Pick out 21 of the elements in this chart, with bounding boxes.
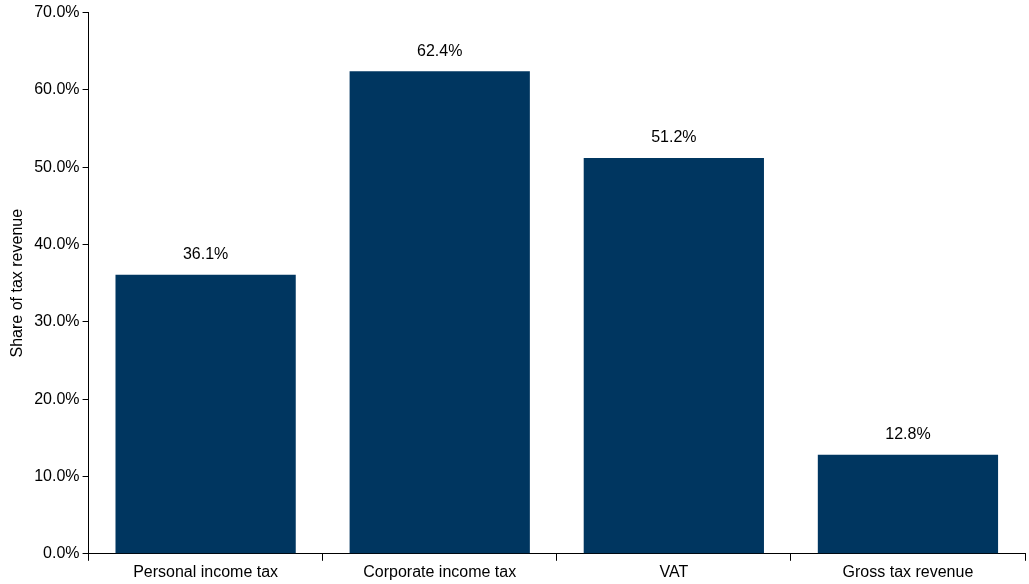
x-tick-label: Corporate income tax	[363, 562, 517, 580]
data-label: 62.4%	[417, 41, 463, 59]
bar	[583, 157, 764, 554]
bar	[817, 454, 999, 554]
x-tick-label: VAT	[659, 562, 689, 580]
x-tick-label: Gross tax revenue	[842, 562, 974, 580]
y-axis-title: Share of tax revenue	[8, 208, 26, 358]
data-label: 12.8%	[885, 425, 931, 443]
y-tick-label: 60.0%	[34, 80, 80, 98]
data-label: 51.2%	[651, 128, 697, 146]
y-tick-label: 0.0%	[43, 544, 80, 562]
bar	[115, 274, 296, 554]
y-tick-label: 20.0%	[34, 389, 80, 407]
y-tick-label: 10.0%	[34, 466, 80, 484]
y-tick-label: 50.0%	[34, 157, 80, 175]
bar	[349, 71, 530, 554]
data-label: 36.1%	[182, 245, 229, 263]
y-tick-label: 30.0%	[34, 312, 80, 330]
y-tick-label: 40.0%	[34, 234, 80, 252]
x-tick-label: Personal income tax	[133, 562, 279, 580]
y-tick-label: 70.0%	[34, 3, 80, 21]
